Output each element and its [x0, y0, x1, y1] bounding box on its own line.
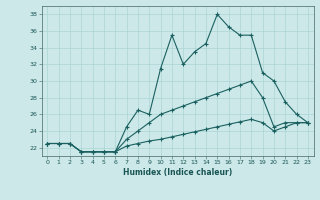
X-axis label: Humidex (Indice chaleur): Humidex (Indice chaleur) [123, 168, 232, 177]
